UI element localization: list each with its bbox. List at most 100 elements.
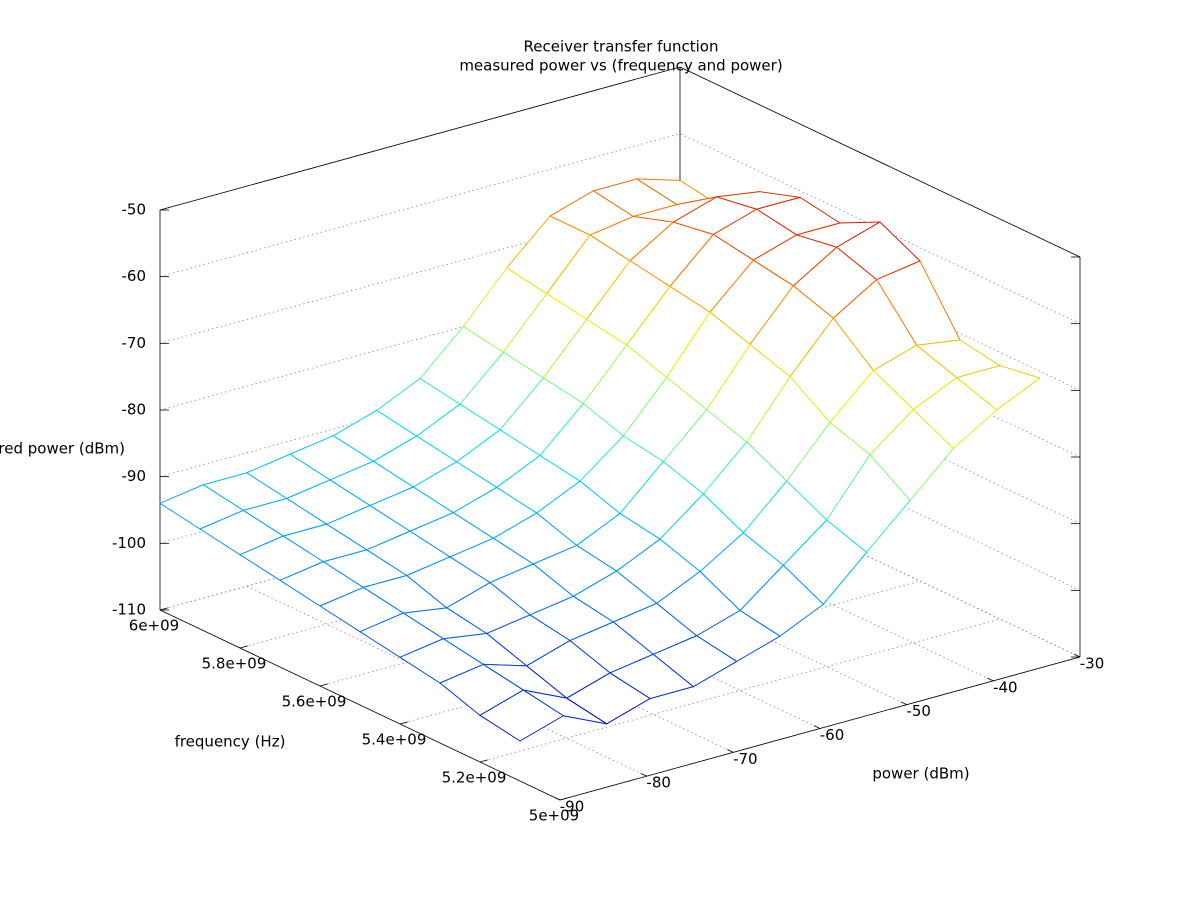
tick-mark [1073, 653, 1081, 658]
surface-edge [676, 196, 718, 206]
surface-cell [956, 365, 1040, 410]
surface-cell [283, 524, 367, 562]
surface-edge [446, 582, 491, 609]
surface-cell [376, 378, 460, 437]
surface-edge [799, 196, 841, 224]
surface-cell [670, 234, 754, 313]
surface-edge [562, 715, 608, 725]
surface-edge [779, 603, 824, 637]
surface-edge [796, 222, 841, 236]
surface-edge [619, 461, 664, 514]
surface-cell [633, 196, 717, 223]
surface-edge [782, 519, 828, 566]
surface-edge [246, 453, 291, 474]
surface-edge [879, 221, 921, 262]
axis-line [159, 66, 681, 211]
surface-edge [746, 441, 788, 482]
surface-edge [756, 196, 801, 210]
surface-edge [499, 377, 544, 431]
surface-edge [539, 403, 584, 456]
surface-cell [743, 481, 827, 566]
y-axis-label: frequency (Hz) [175, 733, 286, 751]
surface-edge [909, 448, 954, 501]
surface-cell [503, 293, 587, 378]
surface-edge [696, 610, 741, 637]
surface-edge [449, 556, 491, 584]
surface-edge [632, 216, 674, 223]
surface-edge [286, 498, 328, 525]
surface-edge [372, 460, 414, 488]
surface-cell [530, 596, 614, 641]
surface-edge [756, 208, 798, 236]
surface-edge [659, 538, 701, 572]
surface-edge [956, 365, 1001, 379]
surface-edge [606, 698, 651, 725]
chart-title: Receiver transfer function [524, 38, 719, 56]
surface-cell [620, 461, 704, 540]
surface-edge [632, 204, 678, 217]
surface-edge [836, 221, 881, 248]
surface-edge [629, 221, 674, 262]
surface-edge [579, 435, 624, 482]
surface-edge [829, 421, 871, 456]
surface-edge [569, 640, 611, 674]
surface-cell [366, 531, 450, 576]
surface-cell [490, 564, 574, 615]
surface-cell [483, 664, 567, 699]
surface-cell [203, 472, 287, 511]
surface-edge [636, 178, 681, 181]
surface-edge [489, 563, 534, 584]
surface-edge [636, 178, 678, 206]
surface-edge [326, 505, 371, 525]
surface-cell [786, 422, 870, 520]
surface-cell [750, 285, 834, 377]
surface-cell [793, 247, 877, 319]
surface-edge [322, 561, 364, 588]
surface-edge [616, 570, 658, 604]
surface-edge [506, 215, 551, 269]
surface-cell [663, 409, 747, 494]
surface-edge [609, 672, 651, 700]
surface-edge [586, 260, 631, 320]
surface-cell [550, 190, 634, 236]
surface-edge [456, 429, 501, 463]
surface-edge [439, 663, 484, 684]
tick-mark [159, 607, 168, 611]
surface-edge [499, 429, 541, 456]
surface-cell [540, 403, 624, 482]
surface-edge [459, 403, 501, 431]
surface-edge [159, 502, 201, 530]
surface-cell [460, 352, 544, 430]
tick-mark [239, 645, 248, 649]
surface-cell [330, 461, 414, 506]
surface-edge [402, 612, 444, 640]
surface-edge [589, 234, 631, 262]
x-tick-label: -60 [820, 726, 845, 744]
surface-edge [582, 344, 628, 405]
surface-edge [502, 293, 548, 353]
surface-edge [669, 234, 714, 287]
surface-edge [326, 523, 368, 551]
surface-edge [372, 435, 418, 462]
surface-cell [626, 286, 710, 378]
surface-edge [442, 633, 488, 640]
surface-cell [243, 498, 327, 537]
surface-edge [482, 663, 528, 667]
surface-edge [289, 453, 331, 481]
surface-edge [709, 311, 751, 345]
surface-edge [482, 663, 524, 691]
surface-edge [786, 421, 831, 482]
surface-edge [609, 653, 654, 674]
surface-edge [199, 509, 244, 530]
surface-cell [416, 404, 500, 462]
surface-edge [789, 376, 831, 423]
surface-edge [876, 279, 918, 346]
y-tick-label: 5.8e+09 [202, 655, 267, 673]
surface-edge [822, 551, 868, 605]
surface-edge [656, 571, 701, 604]
surface-edge [572, 595, 614, 623]
z-tick-label: -80 [122, 401, 147, 419]
surface-edge [832, 279, 878, 319]
surface-edge [616, 538, 661, 572]
surface-cell [833, 279, 917, 371]
